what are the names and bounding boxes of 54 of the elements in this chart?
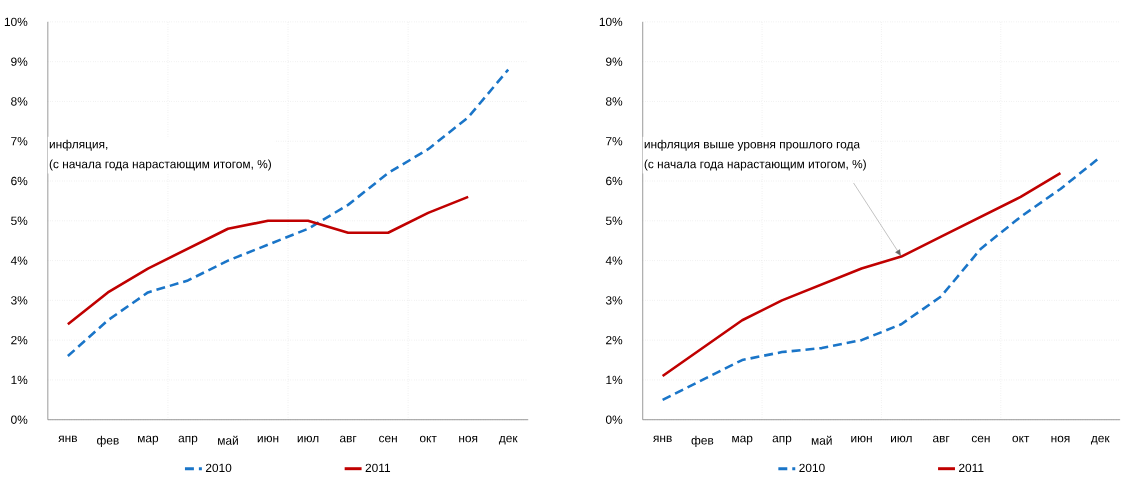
x-tick-label: янв: [653, 435, 672, 443]
x-tick-label: дек: [498, 435, 518, 445]
y-tick-label: 7%: [11, 137, 28, 146]
y-tick-label: 6%: [11, 176, 28, 186]
x-tick-label: ноя: [1051, 435, 1070, 443]
y-tick-label: 8%: [605, 97, 623, 106]
y-tick-label: 10%: [4, 17, 28, 27]
x-tick-label: июн: [257, 435, 279, 443]
x-tick-label: июл: [297, 435, 319, 443]
x-tick-label: мар: [732, 435, 753, 445]
x-tick-label: май: [218, 435, 238, 445]
y-tick-label: 5%: [11, 216, 28, 226]
x-tick-label: авг: [932, 435, 950, 443]
y-tick-label: 2%: [606, 336, 623, 345]
annotation: инфляция,: [49, 139, 108, 151]
x-tick-label: дек: [1090, 435, 1110, 445]
x-tick-label: фев: [97, 435, 119, 448]
y-tick-label: 1%: [11, 375, 28, 385]
y-tick-label: 3%: [605, 296, 623, 305]
y-tick-label: 2%: [11, 336, 28, 345]
y-tick-label: 4%: [605, 256, 623, 265]
y-tick-label: 6%: [606, 176, 623, 186]
legend-label: 2010: [799, 463, 825, 473]
y-tick-label: 1%: [606, 375, 623, 385]
x-tick-label: май: [811, 435, 832, 445]
x-tick-label: мар: [138, 435, 159, 445]
annotation: инфляция выше уровня прошлого года: [644, 139, 861, 151]
y-tick-label: 0%: [605, 415, 623, 425]
legend-label: 2011: [959, 463, 984, 473]
y-tick-label: 0%: [11, 415, 28, 425]
y-tick-label: 9%: [606, 57, 623, 66]
y-tick-label: 5%: [605, 216, 623, 226]
x-tick-label: июл: [891, 435, 912, 443]
x-tick-label: ноя: [459, 435, 478, 443]
x-tick-label: июн: [851, 435, 872, 443]
x-tick-label: окт: [1012, 435, 1030, 443]
x-tick-label: сен: [379, 435, 397, 443]
x-tick-label: апр: [772, 435, 792, 445]
y-tick-label: 3%: [11, 296, 28, 305]
y-tick-label: 10%: [599, 17, 623, 27]
y-tick-label: 4%: [10, 256, 28, 265]
annotation: (с начала года нарастающим итогом, %): [644, 159, 866, 171]
x-tick-label: окт: [419, 435, 437, 443]
x-tick-label: апр: [178, 435, 198, 445]
y-tick-label: 7%: [606, 137, 623, 146]
x-tick-label: фев: [691, 435, 714, 448]
x-tick-label: авг: [339, 435, 357, 443]
legend-label: 2010: [205, 463, 232, 473]
x-tick-label: сен: [971, 435, 990, 443]
x-tick-label: янв: [58, 435, 77, 443]
y-tick-label: 8%: [11, 97, 28, 106]
y-tick-label: 9%: [11, 57, 28, 66]
legend-label: 2011: [365, 463, 391, 473]
annotation: (с начала года нарастающим итогом, %): [49, 159, 271, 171]
